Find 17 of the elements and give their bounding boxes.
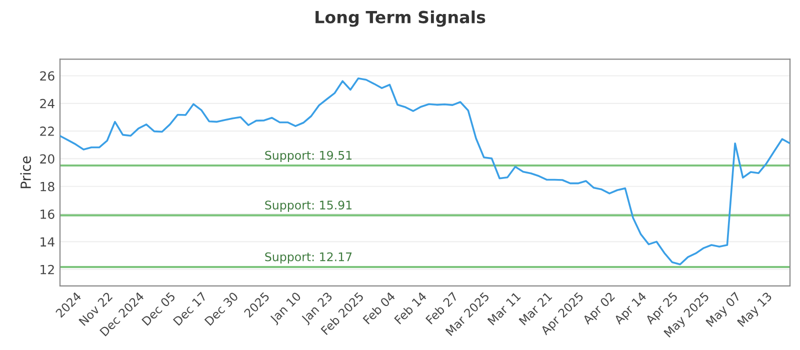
y-tick-label: 26 xyxy=(40,71,54,81)
y-tick-label: 24 xyxy=(40,98,54,108)
y-tick-label: 16 xyxy=(40,210,54,219)
y-tick-label: 14 xyxy=(40,237,54,246)
line-series xyxy=(60,77,790,266)
x-tick-label: Apr 02 xyxy=(582,292,617,327)
chart-title: Long Term Signals xyxy=(316,10,486,27)
x-tick-label: Dec 30 xyxy=(204,292,239,326)
x-tick-label: Jan 10 xyxy=(269,292,303,326)
y-axis-title: Price xyxy=(20,156,31,188)
y-tick-label: 22 xyxy=(40,126,54,136)
ref-line-label: Support: 15.91 xyxy=(265,200,352,212)
ref-line-label: Support: 12.17 xyxy=(265,252,352,264)
y-tick-label: 12 xyxy=(40,264,54,274)
ref-line-label: Support: 19.51 xyxy=(265,150,352,162)
y-tick-label: 20 xyxy=(40,154,54,164)
y-tick-label: 18 xyxy=(40,182,54,192)
